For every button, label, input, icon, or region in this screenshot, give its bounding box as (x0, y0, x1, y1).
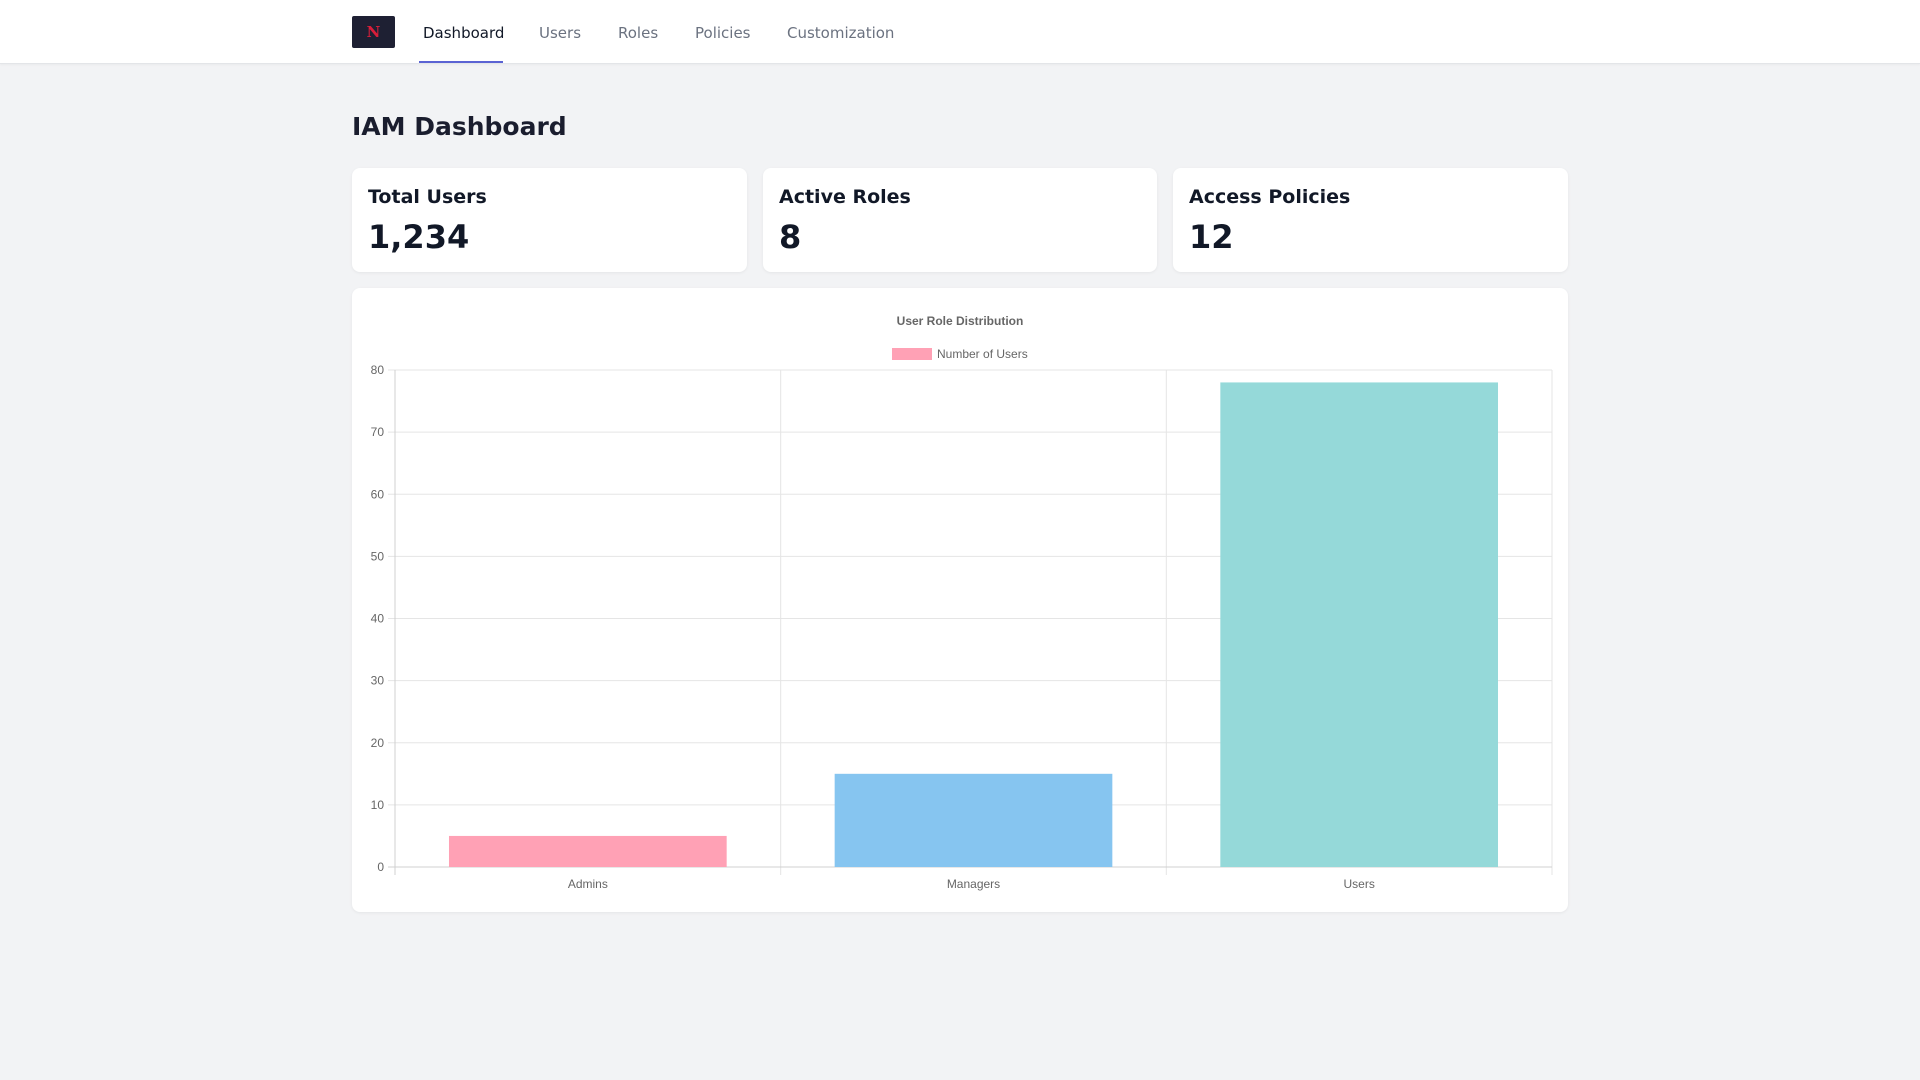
stat-card-access-policies: Access Policies 12 (1173, 168, 1568, 272)
x-tick-label: Users (1343, 877, 1374, 891)
y-tick-label: 70 (371, 425, 385, 439)
stat-value: 1,234 (368, 218, 470, 256)
x-tick-label: Managers (947, 877, 1000, 891)
chart-title: User Role Distribution (897, 314, 1024, 328)
y-tick-label: 40 (371, 612, 385, 626)
user-role-distribution-chart: User Role Distribution Number of Users 0 10… (371, 314, 1553, 891)
stat-label: Active Roles (779, 186, 911, 208)
active-tab-indicator (419, 61, 503, 63)
y-tick-label: 50 (371, 549, 385, 563)
x-tick-label: Admins (568, 877, 608, 891)
stat-value: 12 (1189, 218, 1234, 256)
stat-card-active-roles: Active Roles 8 (763, 168, 1157, 272)
page-title: IAM Dashboard (352, 112, 567, 141)
y-tick-label: 10 (371, 798, 385, 812)
legend-swatch (892, 348, 932, 360)
tab-users[interactable]: Users (539, 24, 582, 42)
stat-label: Total Users (368, 186, 487, 208)
y-tick-label: 30 (371, 674, 385, 688)
tab-roles[interactable]: Roles (618, 24, 659, 42)
y-tick-label: 60 (371, 487, 385, 501)
stat-card-total-users: Total Users 1,234 (352, 168, 747, 272)
top-navbar: N Dashboard Users Roles Policies Customi… (0, 0, 1920, 64)
bar-users (1220, 382, 1499, 867)
bar-admins (448, 835, 727, 867)
y-tick-label: 0 (377, 860, 384, 874)
tab-dashboard[interactable]: Dashboard (423, 24, 505, 42)
y-tick-label: 20 (371, 736, 385, 750)
logo-glyph: N (366, 22, 381, 41)
stat-label: Access Policies (1189, 186, 1351, 208)
legend-label: Number of Users (937, 347, 1028, 361)
tab-customization[interactable]: Customization (787, 24, 895, 42)
tab-policies[interactable]: Policies (695, 24, 751, 42)
bar-managers (834, 773, 1113, 867)
y-tick-label: 80 (371, 363, 385, 377)
stat-value: 8 (779, 218, 802, 256)
brand-logo-icon[interactable]: N (352, 16, 395, 48)
